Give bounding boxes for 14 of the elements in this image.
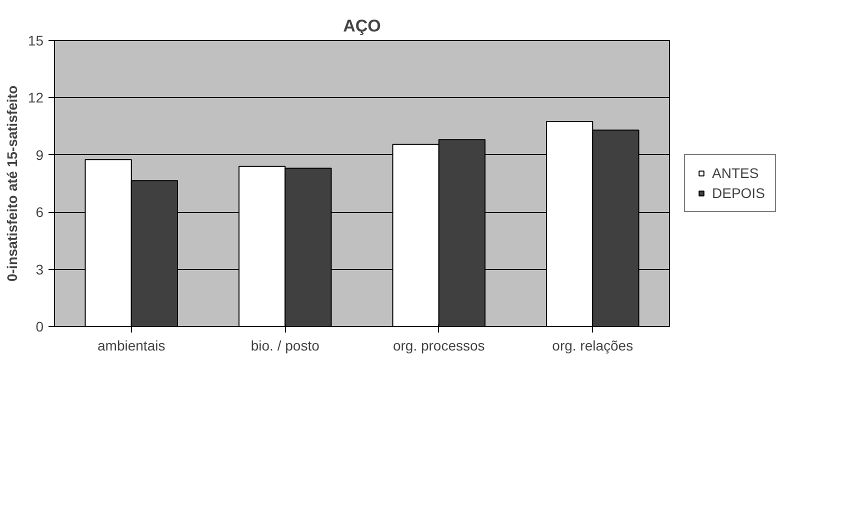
y-axis-title: 0-insatisfeito até 15-satisfeito (4, 85, 20, 282)
y-tick-label: 15 (28, 32, 44, 48)
y-tick-label: 6 (36, 204, 44, 220)
x-tick-label: ambientais (98, 338, 166, 354)
x-tick-label: org. processos (392, 338, 485, 354)
x-tick-label: bio. / posto (250, 338, 320, 354)
y-tick-label: 0 (36, 318, 44, 334)
legend-label: DEPOIS (712, 185, 765, 201)
chart-title: AÇO (343, 16, 381, 36)
y-tick-label: 3 (36, 261, 44, 278)
x-tick-label: org. relações (552, 338, 634, 354)
y-tick-label: 12 (28, 90, 44, 106)
y-tick-label: 9 (36, 146, 44, 163)
legend-label: ANTES (712, 165, 759, 181)
